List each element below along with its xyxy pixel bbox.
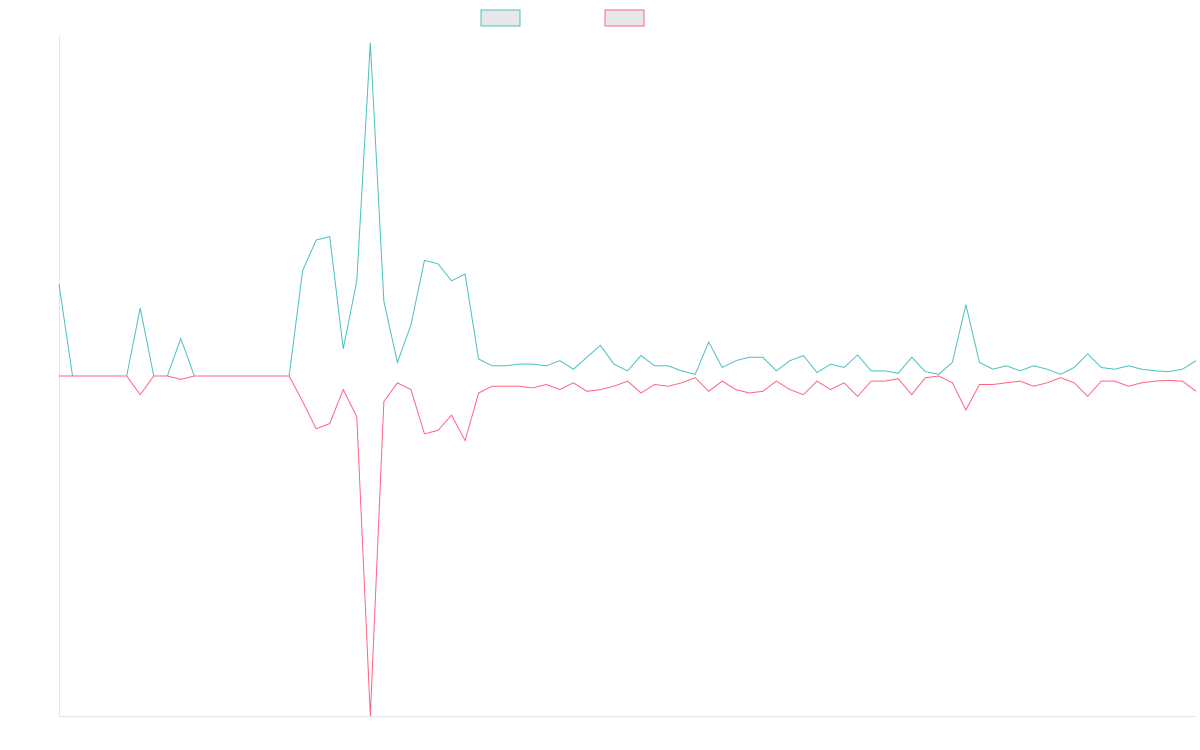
legend — [480, 9, 645, 27]
series-line-1 — [58, 42, 1197, 377]
legend-swatch-series-1[interactable] — [480, 9, 521, 27]
series-group — [58, 42, 1197, 717]
series-line-2 — [59, 375, 1197, 717]
legend-swatch-series-2[interactable] — [604, 9, 645, 27]
